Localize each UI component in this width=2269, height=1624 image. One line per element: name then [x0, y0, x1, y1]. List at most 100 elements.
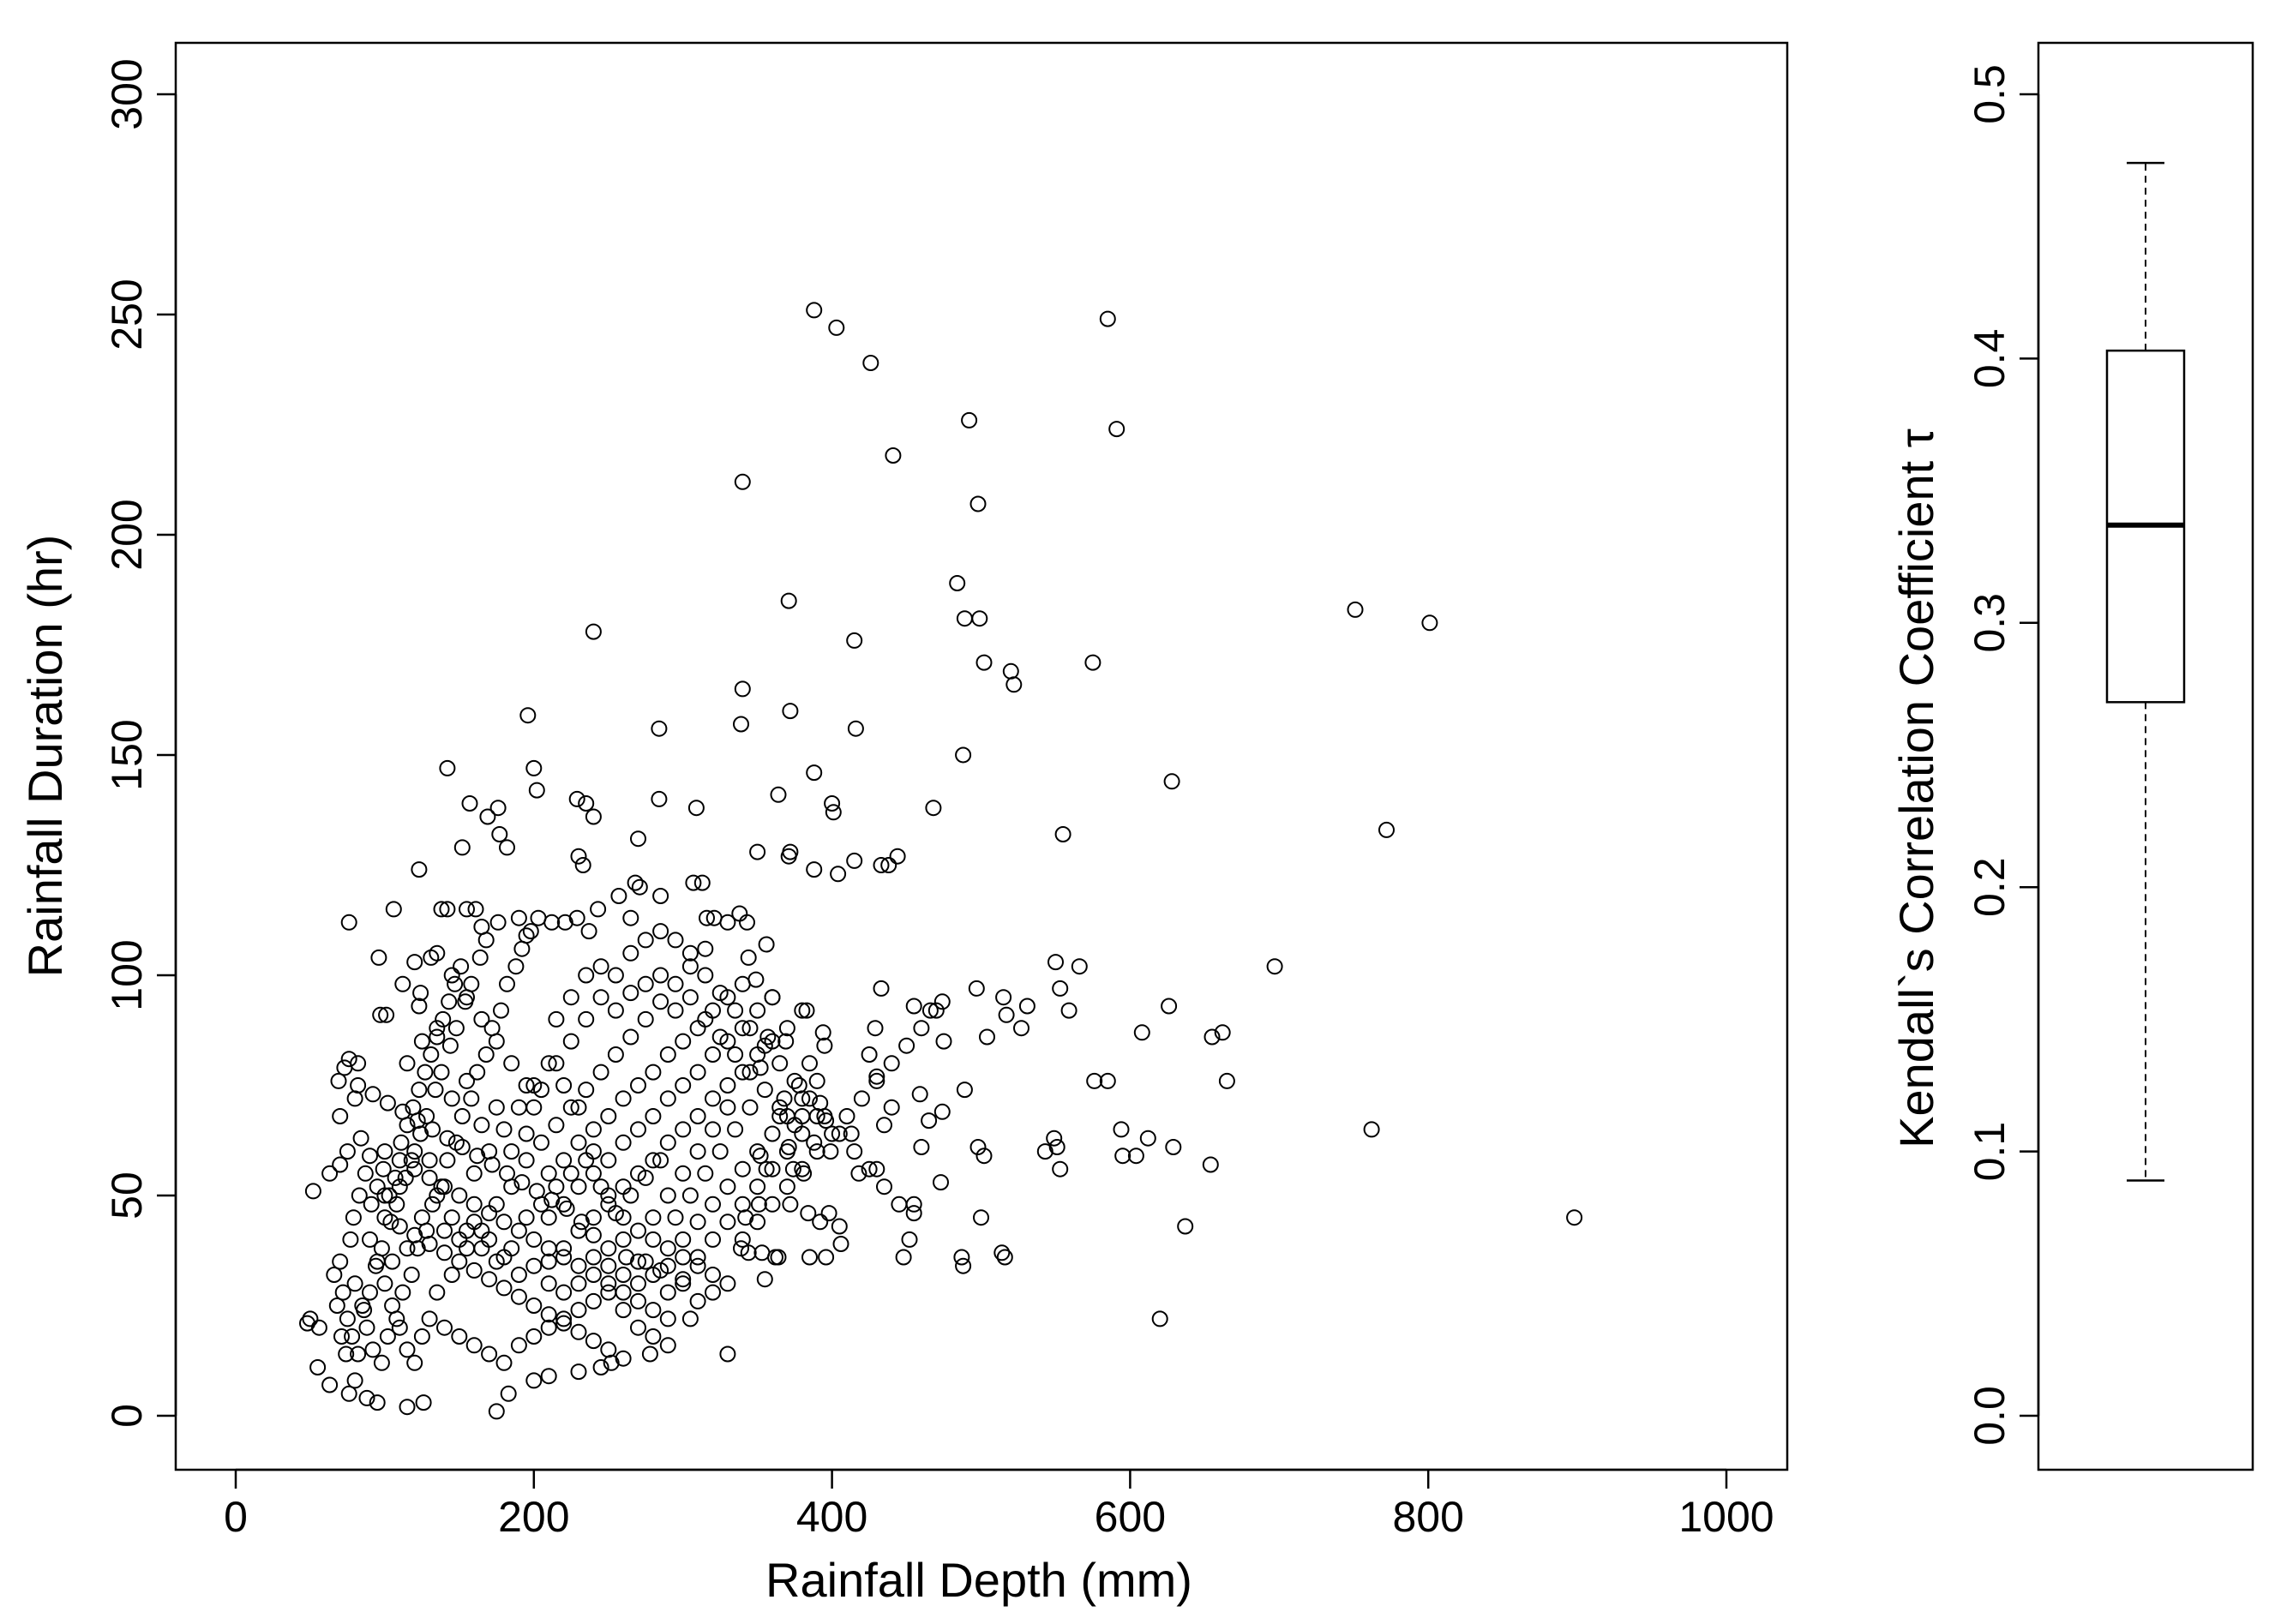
- scatter-point: [436, 1319, 453, 1336]
- scatter-point: [622, 1028, 639, 1046]
- scatter-point: [630, 1319, 646, 1336]
- scatter-point: [489, 800, 507, 817]
- scatter-point: [585, 1209, 602, 1226]
- scatter-point: [824, 1125, 841, 1142]
- scatter-y-axis: 0 50 100 150 200 250 300: [103, 58, 177, 1428]
- scatter-point: [406, 1160, 423, 1178]
- scatter-point: [495, 1121, 513, 1138]
- scatter-point: [562, 989, 579, 1006]
- scatter-point: [479, 808, 496, 825]
- scatter-point: [488, 1403, 505, 1420]
- scatter-point: [675, 1231, 692, 1248]
- scatter-point: [756, 1082, 773, 1099]
- scatter-point: [338, 1345, 355, 1363]
- scatter-point: [345, 1209, 362, 1226]
- scatter-point: [465, 1337, 483, 1354]
- scatter-point: [555, 1315, 573, 1332]
- scatter-point: [630, 1077, 646, 1094]
- scatter-point: [622, 909, 639, 926]
- scatter-point: [503, 1055, 520, 1072]
- scatter-point: [585, 1292, 602, 1309]
- scatter-point: [853, 1090, 870, 1107]
- box-y-tick-label: 0.0: [1966, 1386, 2014, 1446]
- scatter-point: [956, 1082, 973, 1099]
- scatter-point: [525, 1297, 543, 1314]
- scatter-point: [350, 1345, 367, 1363]
- scatter-point: [758, 936, 775, 953]
- scatter-point: [370, 949, 387, 966]
- scatter-point: [913, 1020, 930, 1037]
- scatter-point: [883, 1099, 900, 1116]
- scatter-point: [867, 1020, 884, 1037]
- scatter-point: [719, 1345, 736, 1363]
- scatter-point: [570, 1134, 587, 1151]
- scatter-point: [675, 1165, 692, 1182]
- scatter-point: [756, 1037, 773, 1054]
- scatter-point: [481, 1205, 498, 1222]
- scatter-point: [697, 940, 714, 957]
- scatter-point: [518, 1077, 535, 1094]
- scatter-point: [330, 1072, 347, 1089]
- scatter-point: [503, 1143, 520, 1160]
- scatter-point: [949, 575, 966, 591]
- scatter-point: [652, 967, 669, 984]
- scatter-point: [540, 1368, 557, 1385]
- scatter-point: [379, 1328, 396, 1345]
- scatter-point: [764, 1125, 781, 1142]
- scatter-point: [777, 1033, 795, 1050]
- scatter-point: [568, 790, 585, 807]
- x-tick-label: 200: [498, 1493, 569, 1541]
- scatter-point: [771, 1108, 789, 1124]
- scatter-point: [995, 989, 1012, 1006]
- boxplot-elements: [2105, 161, 2186, 1182]
- scatter-point: [1052, 980, 1069, 997]
- scatter-point: [734, 1196, 751, 1213]
- scatter-point: [1099, 1072, 1116, 1089]
- scatter-point: [548, 1178, 565, 1196]
- scatter-point: [806, 1134, 823, 1151]
- scatter-point: [1218, 1072, 1235, 1089]
- scatter-point: [801, 1249, 818, 1266]
- scatter-point: [600, 1187, 617, 1204]
- scatter-point: [806, 302, 823, 319]
- scatter-point: [734, 680, 751, 698]
- scatter-point: [689, 1257, 706, 1274]
- scatter-point: [749, 1214, 766, 1231]
- scatter-point: [340, 1385, 357, 1402]
- scatter-point: [749, 843, 766, 860]
- scatter-point: [441, 993, 458, 1010]
- scatter-point: [1133, 1024, 1150, 1041]
- scatter-point: [302, 1310, 319, 1327]
- scatter-point: [411, 861, 428, 878]
- scatter-point: [968, 980, 985, 997]
- scatter-point: [667, 932, 684, 949]
- scatter-point: [1421, 614, 1438, 632]
- scatter-point: [350, 1077, 367, 1094]
- scatter-point: [895, 1249, 912, 1266]
- scatter-point: [558, 1200, 575, 1217]
- scatter-point: [697, 967, 714, 984]
- scatter-point: [332, 1253, 349, 1270]
- scatter-point: [600, 1152, 617, 1169]
- scatter-point: [607, 1046, 624, 1063]
- scatter-point: [600, 1108, 617, 1124]
- scatter-point: [433, 1064, 450, 1081]
- scatter-point: [578, 1152, 595, 1169]
- scatter-point: [399, 1341, 416, 1358]
- scatter-point: [540, 1055, 557, 1072]
- scatter-x-axis-label: Rainfall Depth (mm): [765, 1553, 1192, 1607]
- scatter-point: [540, 1209, 557, 1226]
- scatter-point: [905, 998, 922, 1015]
- scatter-point: [363, 1196, 380, 1213]
- scatter-point: [816, 1108, 833, 1124]
- scatter-point: [659, 1240, 676, 1257]
- scatter-point: [358, 1319, 375, 1336]
- scatter-point: [585, 1267, 602, 1283]
- scatter-point: [600, 1341, 617, 1358]
- scatter-point: [570, 1178, 587, 1196]
- scatter-point: [885, 447, 902, 464]
- x-tick-label: 400: [796, 1493, 867, 1541]
- scatter-point: [489, 914, 507, 931]
- scatter-point: [477, 932, 495, 949]
- scatter-point: [1002, 662, 1019, 680]
